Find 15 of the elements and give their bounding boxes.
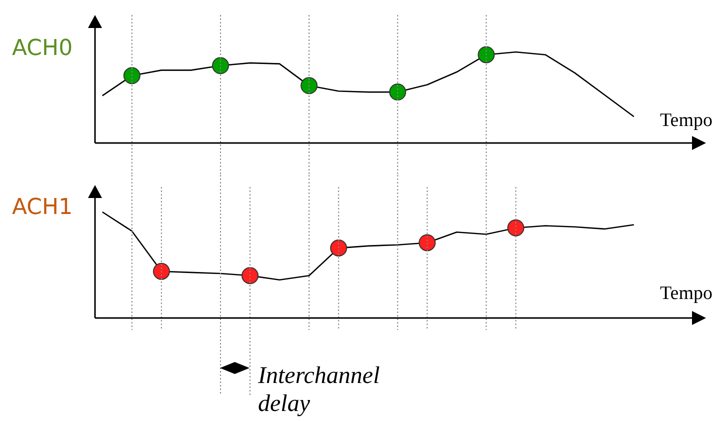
point (418, 234, 436, 252)
point (300, 77, 318, 94)
point (389, 84, 406, 101)
x-axis-title: Tempo (660, 283, 712, 305)
y-axis-title: ACH0 (12, 36, 73, 61)
point (478, 46, 495, 64)
x-axis-title: Tempo (660, 110, 712, 132)
point (152, 262, 170, 280)
text: Interchannel delay (258, 362, 381, 418)
point (123, 67, 140, 84)
point (242, 267, 259, 284)
point (330, 240, 348, 257)
y-axis-title: ACH1 (12, 195, 73, 220)
point (212, 57, 229, 74)
point (507, 219, 524, 236)
